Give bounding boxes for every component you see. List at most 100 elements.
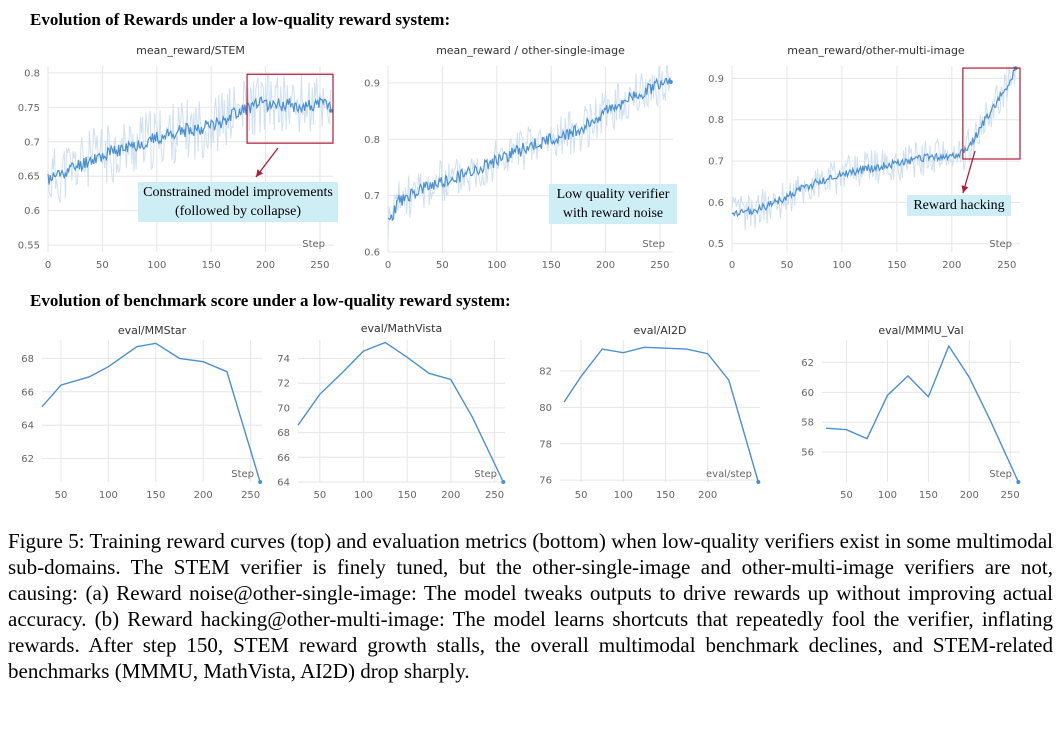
mmmu-ytick-label: 62: [801, 358, 814, 369]
mmmu-xtick-label: 150: [919, 490, 938, 501]
ai2d-ytick-label: 82: [539, 366, 552, 377]
stem-ytick-label: 0.6: [24, 206, 40, 217]
mmmu-xtick-label: 50: [840, 490, 853, 501]
multi-annotation-line1: Reward hacking: [913, 198, 1005, 213]
multi-smoothed-series: [731, 68, 1017, 218]
single-xtick-label: 150: [542, 260, 561, 271]
mathvista-xtick-label: 150: [398, 490, 417, 501]
mathvista-ytick-label: 74: [277, 354, 290, 365]
mmstar-ytick-label: 62: [21, 454, 34, 465]
stem-ytick-label: 0.75: [18, 103, 40, 114]
mathvista-ytick-label: 66: [277, 453, 290, 464]
multi-highlight-box: [962, 67, 1021, 160]
figure-caption: Figure 5: Training reward curves (top) a…: [8, 529, 1053, 683]
mmstar-series-line: [41, 342, 261, 483]
multi-title: mean_reward/other-multi-image: [787, 44, 965, 57]
mathvista-xlabel: Step: [474, 469, 497, 480]
single-ytick-label: 0.9: [364, 78, 380, 89]
mmstar-ytick-label: 68: [21, 354, 34, 365]
multi-xtick-label: 100: [832, 260, 851, 271]
stem-ytick-label: 0.8: [24, 68, 40, 79]
mmstar-title: eval/MMStar: [118, 324, 187, 337]
stem-ytick-label: 0.7: [24, 137, 40, 148]
single-xtick-label: 250: [650, 260, 669, 271]
mmmu-ytick-label: 56: [801, 448, 814, 459]
multi-xtick-label: 200: [942, 260, 961, 271]
stem-annotation-line1: Constrained model improvements: [143, 185, 333, 200]
multi-ytick-label: 0.8: [708, 115, 724, 126]
mmstar-ytick-label: 64: [21, 421, 34, 432]
ai2d-title: eval/AI2D: [633, 324, 686, 337]
single-ytick-label: 0.7: [364, 191, 380, 202]
mmmu-xlabel: Step: [989, 469, 1012, 480]
single-raw-series: [387, 65, 672, 241]
multi-xtick-label: 150: [887, 260, 906, 271]
mathvista-ytick-label: 64: [277, 478, 290, 489]
ai2d-ytick-label: 78: [539, 439, 552, 450]
stem-ytick-label: 0.55: [18, 241, 40, 252]
stem-xtick-label: 0: [45, 260, 51, 271]
stem-smoothed-series: [47, 95, 332, 185]
mmmu-ytick-label: 60: [801, 388, 814, 399]
ai2d-ytick-label: 80: [539, 403, 552, 414]
mathvista-ytick-label: 72: [277, 379, 290, 390]
multi-ytick-label: 0.9: [708, 74, 724, 85]
stem-raw-series: [47, 73, 332, 203]
stem-annotation: Constrained model improvements (followed…: [138, 182, 338, 222]
ai2d-xtick-label: 100: [614, 490, 633, 501]
mmstar-xtick-label: 250: [241, 490, 260, 501]
mathvista-ytick-label: 70: [277, 403, 290, 414]
ai2d-ytick-label: 76: [539, 476, 552, 487]
multi-annotation-arrow-head: [961, 185, 969, 193]
mathvista-series-line: [297, 341, 504, 483]
ai2d-xtick-label: 150: [656, 490, 675, 501]
ai2d-end-point: [756, 480, 761, 484]
single-annotation-line1: Low quality verifier: [556, 187, 670, 202]
ai2d-series-line: [563, 346, 759, 483]
mmmu-xtick-label: 100: [878, 490, 897, 501]
multi-xlabel: Step: [989, 239, 1012, 250]
bottom-section-title: Evolution of benchmark score under a low…: [30, 291, 511, 310]
stem-xtick-label: 50: [96, 260, 109, 271]
mmmu-end-point: [1016, 480, 1021, 484]
top-section-title: Evolution of Rewards under a low-quality…: [30, 10, 451, 29]
multi-annotation-arrow: [962, 150, 976, 194]
ai2d-xtick-label: 200: [698, 490, 717, 501]
mmstar-xtick-label: 50: [55, 490, 68, 501]
single-ytick-label: 0.8: [364, 135, 380, 146]
stem-highlight-box: [246, 73, 334, 144]
charts-canvas: mean_reward/STEM 0.55 0.6 0.65 0.7 0.75 0.8 0 50…: [18, 44, 1021, 501]
multi-annotation: Reward hacking: [907, 195, 1011, 216]
stem-annotation-arrow-head: [256, 169, 264, 177]
mmmu-title: eval/MMMU_Val: [878, 324, 963, 337]
mmstar-xtick-label: 100: [99, 490, 118, 501]
stem-xtick-label: 150: [202, 260, 221, 271]
single-xlabel: Step: [642, 239, 665, 250]
mmmu-series-line: [826, 344, 1020, 483]
mmstar-xtick-label: 200: [194, 490, 213, 501]
single-smoothed-series: [387, 77, 672, 222]
single-title: mean_reward / other-single-image: [436, 44, 625, 57]
ai2d-xlabel: eval/step: [706, 469, 752, 480]
mmmu-xtick-label: 200: [960, 490, 979, 501]
mathvista-xtick-label: 100: [354, 490, 373, 501]
stem-annotation-line2: (followed by collapse): [175, 204, 301, 219]
stem-xtick-label: 100: [147, 260, 166, 271]
stem-xlabel: Step: [302, 239, 325, 250]
multi-ytick-label: 0.7: [708, 157, 724, 168]
mmmu-xtick-label: 250: [1001, 490, 1020, 501]
stem-xtick-label: 200: [256, 260, 275, 271]
single-ytick-label: 0.6: [364, 248, 380, 259]
ai2d-xtick-label: 50: [575, 490, 588, 501]
stem-title: mean_reward/STEM: [136, 44, 245, 57]
single-xtick-label: 50: [436, 260, 449, 271]
mathvista-title: eval/MathVista: [361, 322, 442, 335]
mathvista-xtick-label: 50: [313, 490, 326, 501]
mmmu-ytick-label: 58: [801, 418, 814, 429]
stem-xtick-label: 250: [310, 260, 329, 271]
multi-ytick-label: 0.5: [708, 239, 724, 250]
multi-xtick-label: 0: [729, 260, 735, 271]
single-xtick-label: 100: [487, 260, 506, 271]
single-xtick-label: 200: [596, 260, 615, 271]
single-end-point: [668, 79, 673, 84]
